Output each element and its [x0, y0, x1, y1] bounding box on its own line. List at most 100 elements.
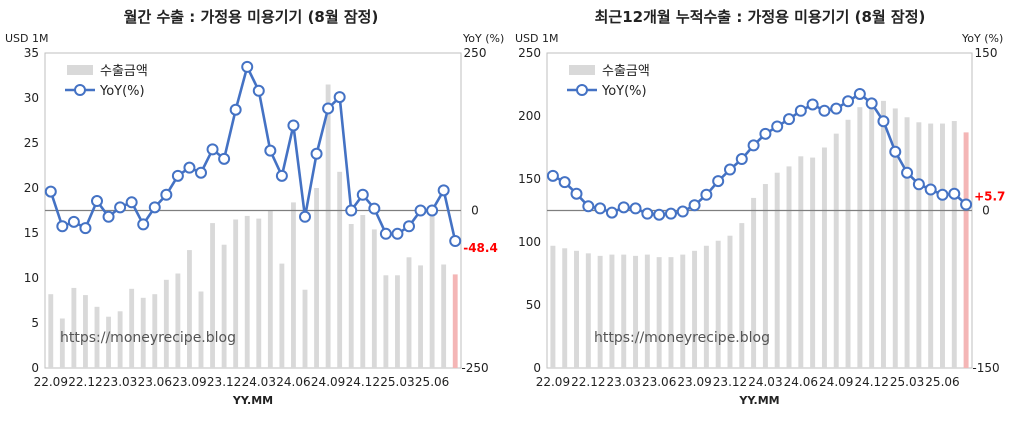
bar-22.09-31: [406, 257, 412, 368]
bar-22.09-24: [325, 84, 331, 368]
bar-22.09-14: [715, 240, 721, 368]
last-yoy-annotation: +5.7: [974, 190, 1005, 204]
yoy-point-31: [912, 178, 925, 191]
yoy-point-11: [171, 169, 184, 182]
y-tick-label: 20: [24, 181, 39, 195]
yoy-point-22: [806, 98, 819, 111]
legend-bar-swatch: [569, 65, 595, 75]
bar-22.09-33: [940, 123, 945, 368]
x-tick-label: 23.12: [713, 375, 747, 389]
bar-22.09-17: [244, 215, 250, 368]
yoy-point-30: [901, 166, 914, 179]
legend-line-marker: [576, 84, 588, 96]
yoy-point-19: [771, 120, 784, 133]
yoy-point-12: [688, 199, 701, 212]
bar-22.09-34: [441, 264, 447, 368]
x-tick-label: 24.09: [311, 375, 345, 389]
bar-22.09-14: [210, 223, 215, 368]
y-tick-label: 30: [24, 91, 39, 105]
bar-22.09-7: [633, 255, 639, 368]
y-axis-unit-right: YoY (%): [961, 32, 1003, 45]
legend-bar-label: 수출금액: [602, 64, 650, 79]
yoy-point-26: [345, 204, 358, 217]
y2-tick-label: 0: [982, 204, 990, 218]
yoy-point-18: [252, 84, 265, 97]
bar-22.09-11: [680, 254, 686, 368]
yoy-point-7: [629, 202, 642, 215]
bar-22.09-2: [574, 250, 579, 368]
yoy-point-18: [759, 127, 772, 140]
bar-22.09-22: [302, 289, 308, 368]
legend-line-label: YoY(%): [99, 84, 145, 99]
x-tick-label: 23.03: [607, 375, 641, 389]
yoy-point-9: [653, 208, 666, 221]
bar-22.09-26: [348, 224, 354, 368]
bar-22.09-25: [845, 119, 851, 368]
bar-22.09-8: [644, 254, 650, 368]
bar-22.09-21: [291, 202, 296, 368]
bar-22.09-7: [129, 288, 135, 368]
x-tick-label: 23.06: [138, 375, 172, 389]
x-tick-label: 22.09: [34, 375, 68, 389]
x-axis-label: YY.MM: [232, 394, 273, 407]
y-tick-label: 200: [518, 109, 541, 123]
bar-22.09-18: [256, 218, 262, 368]
bar-22.09-0: [48, 294, 54, 368]
yoy-line: [552, 92, 967, 217]
bar-22.09-4: [597, 255, 603, 368]
yoy-point-21: [794, 104, 807, 117]
y-tick-label: 0: [31, 361, 39, 375]
bar-22.09-5: [106, 316, 111, 368]
yoy-point-8: [641, 207, 654, 220]
bar-22.09-3: [83, 295, 88, 368]
x-tick-label: 22.09: [536, 375, 570, 389]
y2-tick-label: 250: [464, 46, 487, 60]
bar-22.09-25: [337, 171, 343, 368]
bar-22.09-29: [383, 275, 389, 368]
yoy-point-3: [79, 222, 92, 235]
yoy-point-2: [570, 187, 583, 200]
y-tick-label: 5: [31, 316, 39, 330]
yoy-point-16: [735, 153, 748, 166]
y2-tick-label: -150: [972, 361, 999, 375]
y2-tick-label: 150: [975, 46, 998, 60]
legend-line-label: YoY(%): [601, 84, 647, 99]
yoy-point-19: [264, 144, 277, 157]
bar-22.09-12: [187, 250, 192, 368]
yoy-point-14: [712, 175, 725, 188]
bar-22.09-16: [233, 219, 239, 368]
yoy-point-35: [960, 198, 973, 211]
y2-tick-label: -250: [461, 361, 488, 375]
bar-22.09-5: [609, 254, 615, 368]
bar-22.09-1: [59, 318, 65, 368]
bar-22.09-15: [727, 235, 733, 368]
yoy-point-32: [924, 183, 937, 196]
y-tick-label: 25: [24, 136, 39, 150]
bar-22.09-6: [117, 311, 123, 368]
bar-22.09-12: [692, 250, 698, 368]
yoy-point-22: [299, 210, 311, 223]
chart-panel-1: 월간 수출 : 가정용 미용기기 (8월 잠정) USD 1M YoY (%) 0 5 1…: [5, 8, 504, 407]
bar-22.09-34: [951, 121, 957, 368]
y-tick-label: 50: [526, 298, 541, 312]
yoy-point-3: [582, 200, 595, 213]
yoy-point-7: [125, 196, 138, 209]
yoy-point-28: [368, 202, 381, 215]
yoy-point-33: [426, 204, 439, 217]
yoy-point-13: [195, 166, 207, 179]
yoy-point-29: [379, 227, 392, 240]
yoy-point-15: [723, 163, 736, 176]
x-tick-label: 25.03: [380, 375, 414, 389]
bar-22.09-11: [175, 273, 181, 368]
yoy-point-5: [605, 206, 618, 219]
y-axis-unit-right: YoY (%): [462, 32, 504, 45]
x-tick-label: 25.03: [890, 375, 924, 389]
y2-tick-label: 0: [471, 204, 479, 218]
bar-22.09-31: [916, 122, 922, 368]
bar-22.09-35: [452, 274, 458, 368]
legend-bar-label: 수출금액: [100, 64, 148, 79]
y-tick-label: 150: [518, 172, 541, 186]
yoy-point-27: [865, 97, 878, 110]
yoy-point-25: [842, 95, 855, 108]
x-tick-label: 23.06: [642, 375, 676, 389]
